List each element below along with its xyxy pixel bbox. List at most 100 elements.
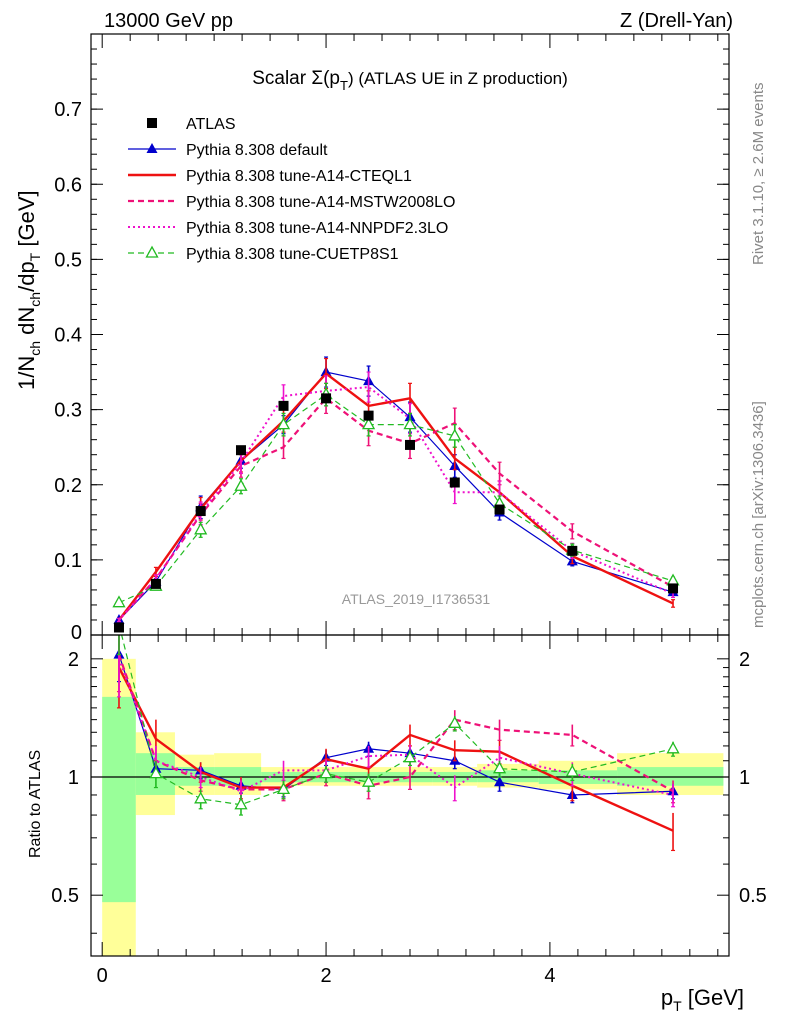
y-axis-label-part-4: /dp — [14, 261, 39, 292]
series-5-ratio-line — [121, 635, 674, 806]
x-tick-label-2: 4 — [544, 965, 555, 987]
legend-label-0: ATLAS — [186, 116, 236, 133]
series-5-ratio-point-5 — [319, 766, 333, 779]
series-0-main-point-5 — [321, 393, 332, 404]
chart-title-tail: ) (ATLAS UE in Z production) — [348, 69, 568, 88]
legend-entry-3: Pythia 8.308 tune-A14-MSTW2008LO — [128, 194, 455, 211]
legend-label-1: Pythia 8.308 default — [186, 142, 328, 159]
series-5-main-point-11 — [666, 573, 680, 586]
ratio-y-tick-label-right-2: 2 — [739, 649, 750, 671]
ratio-y-tick-label-right-0: 0.5 — [739, 885, 767, 907]
legend-entry-1: Pythia 8.308 default — [128, 142, 328, 159]
series-4-ratio-line — [118, 658, 674, 796]
legend: ATLAS Pythia 8.308 default Pythia 8.308 tu… — [128, 116, 455, 263]
series-5-main-point-0 — [112, 595, 126, 608]
series-2-ratio — [116, 635, 676, 852]
ratio-y-tick-label-left-2: 2 — [68, 649, 79, 671]
x-tick-label-1: 2 — [320, 965, 331, 987]
series-3-ratio-line — [117, 654, 674, 793]
series-5-main-point-3 — [234, 478, 248, 491]
series-1-ratio-point-9 — [494, 776, 506, 787]
ratio-y-axis-label: Ratio to ATLAS — [27, 750, 44, 858]
series-0-main-point-8 — [449, 477, 460, 488]
ratio-y-tick-label-left-0: 0.5 — [51, 885, 79, 907]
y-axis-label-part-0: 1/N — [14, 356, 39, 390]
ratio-plot-series — [113, 635, 680, 852]
y-tick-label-2: 0.3 — [54, 400, 82, 422]
chart-title: Scalar Σ(pT) (ATLAS UE in Z production) — [252, 68, 568, 93]
y-axis-label-part-1: ch — [27, 341, 43, 356]
main-plot-series — [112, 356, 680, 633]
x-axis-label: pT [GeV] — [661, 985, 744, 1014]
legend-marker-5 — [145, 245, 159, 258]
band-green-bin-0 — [102, 696, 136, 903]
legend-entry-4: Pythia 8.308 tune-A14-NNPDF2.3LO — [128, 220, 448, 237]
series-0-main-point-2 — [195, 506, 206, 517]
series-5-ratio-point-2 — [194, 791, 208, 804]
ratio-y-tick-label-right-1: 1 — [739, 767, 750, 789]
mcplots-label: mcplots.cern.ch [arXiv:1306.3436] — [750, 401, 767, 628]
analysis-watermark: ATLAS_2019_I1736531 — [342, 591, 491, 607]
x-axis-label-tail: [GeV] — [682, 985, 744, 1010]
series-5-main-point-8 — [448, 428, 462, 441]
series-0-main-point-7 — [405, 439, 415, 450]
axes: 0.1 0.2 0.3 0.4 0.5 0.6 0.7 0 0 2 4 0.5 0.5 1 1 2 2 — [51, 34, 767, 987]
series-5-ratio-point-4 — [276, 782, 291, 795]
series-5-main-point-7 — [403, 417, 417, 430]
rivet-label: Rivet 3.1.10, ≥ 2.6M events — [750, 83, 767, 266]
chart-title-sub: T — [340, 78, 348, 93]
series-0-main-point-11 — [668, 583, 679, 594]
chart-title-main: Scalar Σ(p — [252, 68, 340, 89]
y-tick-label-3: 0.4 — [54, 325, 82, 347]
y-tick-label-1: 0.2 — [54, 475, 82, 497]
y-tick-label-4: 0.5 — [54, 249, 82, 271]
y-tick-label-5: 0.6 — [54, 174, 82, 196]
legend-label-2: Pythia 8.308 tune-A14-CTEQL1 — [186, 168, 412, 185]
legend-marker-1 — [146, 143, 158, 153]
ratio-uncertainty-bands — [91, 658, 729, 956]
series-0-main-point-6 — [363, 410, 374, 421]
series-5-ratio-point-3 — [234, 797, 248, 810]
legend-entry-5: Pythia 8.308 tune-CUETP8S1 — [128, 245, 399, 263]
series-5-main-line — [118, 393, 674, 604]
x-axis-label-main: p — [661, 985, 673, 1010]
series-5-ratio-point-11 — [666, 741, 680, 754]
series-5-ratio-point-1 — [149, 766, 163, 779]
ratio-plot-frame — [90, 634, 730, 957]
series-5-main-point-2 — [194, 522, 208, 535]
legend-entry-0: ATLAS — [147, 116, 236, 133]
series-1-main — [113, 356, 679, 624]
series-0-main-point-3 — [235, 445, 246, 456]
y-axis-label-part-2: dN — [14, 307, 39, 341]
series-5-ratio-point-10 — [565, 764, 579, 777]
series-5-ratio-point-8 — [448, 715, 462, 728]
x-tick-label-0: 0 — [97, 965, 108, 987]
series-5-ratio-point-6 — [361, 774, 376, 787]
series-2-ratio-line — [117, 667, 674, 832]
series-5-ratio — [116, 635, 680, 816]
y-tick-label-zero: 0 — [71, 622, 82, 644]
y-axis-label: 1/Nch dNch/dpT [GeV] — [14, 190, 43, 390]
series-0-main-point-1 — [150, 578, 161, 589]
series-0-main — [113, 393, 679, 633]
series-1-ratio-line — [118, 654, 674, 796]
series-5-ratio-point-9 — [492, 761, 507, 774]
series-0-main-point-0 — [113, 622, 124, 633]
header-left: 13000 GeV pp — [104, 10, 233, 32]
series-5-main-point-6 — [361, 417, 376, 430]
y-tick-label-0: 0.1 — [54, 550, 82, 572]
series-5-main-point-4 — [276, 417, 291, 430]
band-green-bin-9 — [477, 770, 539, 783]
series-0-main-point-9 — [494, 504, 505, 515]
series-0-main-point-10 — [567, 545, 578, 556]
y-axis-label-part-5: T — [27, 252, 43, 261]
header-right: Z (Drell-Yan) — [620, 10, 733, 32]
legend-label-3: Pythia 8.308 tune-A14-MSTW2008LO — [186, 194, 455, 211]
series-0-main-point-4 — [278, 400, 289, 411]
legend-marker-0 — [147, 118, 157, 128]
legend-entry-2: Pythia 8.308 tune-A14-CTEQL1 — [128, 168, 412, 185]
y-axis-label-part-3: ch — [27, 292, 43, 307]
y-axis-label-part-6: [GeV] — [14, 190, 39, 252]
legend-label-5: Pythia 8.308 tune-CUETP8S1 — [186, 246, 399, 263]
